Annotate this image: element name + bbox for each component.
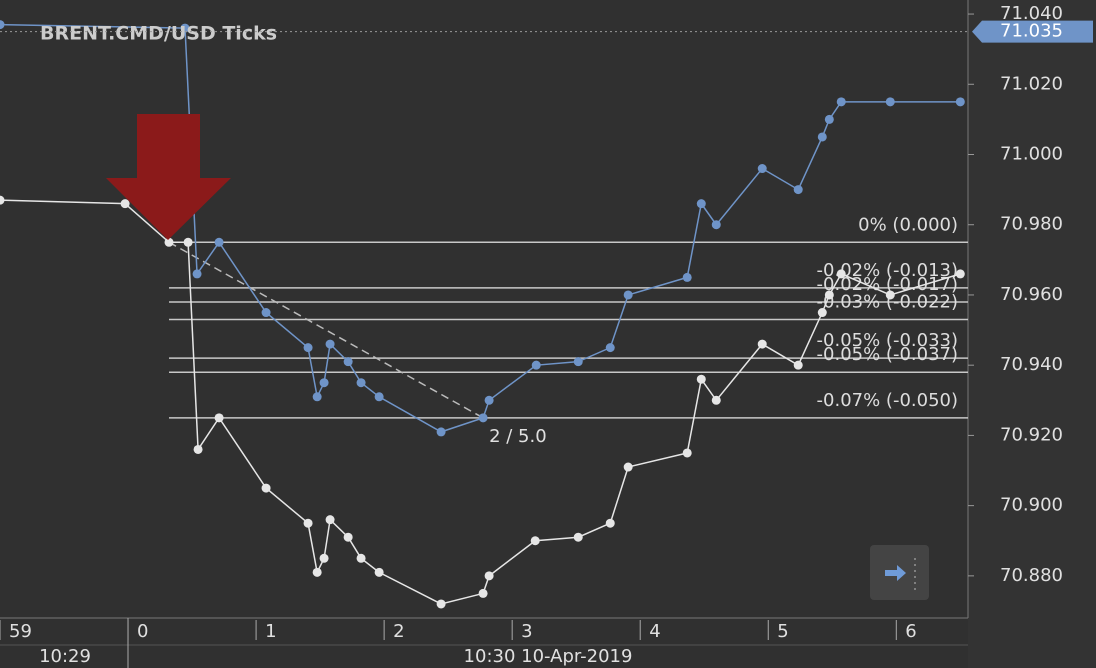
y-tick-label: 70.980 <box>1000 214 1063 235</box>
tick-point <box>325 339 335 349</box>
y-tick-label: 71.020 <box>1000 73 1063 94</box>
tick-point <box>343 357 353 367</box>
tick-point <box>824 114 834 124</box>
tick-point <box>0 20 5 30</box>
x-tick-label: 59 <box>9 621 32 642</box>
tick-point <box>319 378 329 388</box>
tick-point <box>605 518 615 528</box>
tick-point <box>193 444 203 454</box>
fib-label: -0.05% (-0.033) <box>817 330 958 351</box>
tick-point <box>214 237 224 247</box>
time-label: 10:30 10-Apr-2019 <box>464 646 633 667</box>
tick-point <box>531 360 541 370</box>
tick-point <box>711 220 721 230</box>
tick-point <box>319 553 329 563</box>
fib-label: -0.03% (-0.022) <box>817 292 958 313</box>
tick-point <box>356 378 366 388</box>
y-tick-label: 71.000 <box>1000 144 1063 165</box>
tick-point <box>623 290 633 300</box>
tick-point <box>478 588 488 598</box>
y-tick-label: 70.920 <box>1000 424 1063 445</box>
tick-point <box>484 571 494 581</box>
y-tick-label: 70.960 <box>1000 284 1063 305</box>
tick-point <box>573 532 583 542</box>
x-tick-label: 5 <box>777 621 788 642</box>
tick-point <box>192 269 202 279</box>
tick-point <box>374 567 384 577</box>
chart-title: BRENT.CMD/USD Ticks <box>40 23 277 45</box>
x-tick-label: 1 <box>265 621 276 642</box>
tick-point <box>303 518 313 528</box>
tick-point <box>711 395 721 405</box>
tick-point <box>374 392 384 402</box>
tick-point <box>303 343 313 353</box>
price-tag <box>972 20 1093 43</box>
tick-point <box>817 308 827 318</box>
tick-point <box>793 185 803 195</box>
tick-point <box>682 272 692 282</box>
tick-point <box>836 269 846 279</box>
tick-point <box>325 515 335 525</box>
trend-line <box>168 241 484 419</box>
tick-point <box>793 360 803 370</box>
tick-point <box>356 553 366 563</box>
tick-point <box>0 195 5 205</box>
tick-point <box>120 199 130 209</box>
tick-point <box>817 132 827 142</box>
arrow-right-icon <box>885 565 906 581</box>
x-tick-label: 2 <box>393 621 404 642</box>
tick-point <box>436 599 446 609</box>
y-tick-label: 70.900 <box>1000 495 1063 516</box>
x-tick-label: 4 <box>649 621 660 642</box>
tick-point <box>885 97 895 107</box>
tick-point <box>214 413 224 423</box>
tick-point <box>824 290 834 300</box>
x-tick-label: 3 <box>521 621 532 642</box>
tick-point <box>343 532 353 542</box>
x-tick-label: 0 <box>137 621 148 642</box>
tick-point <box>183 237 193 247</box>
tick-point <box>180 23 190 33</box>
tick-point <box>573 357 583 367</box>
tick-point <box>696 374 706 384</box>
tick-point <box>436 427 446 437</box>
fib-label: -0.05% (-0.037) <box>817 344 958 365</box>
tick-point <box>484 395 494 405</box>
tick-point <box>682 448 692 458</box>
tick-point <box>623 462 633 472</box>
tick-point <box>885 290 895 300</box>
fib-label: -0.07% (-0.050) <box>817 390 958 411</box>
y-tick-label: 71.040 <box>1000 3 1063 24</box>
price-tag-label: 71.035 <box>1000 21 1063 42</box>
tick-point <box>955 97 965 107</box>
x-tick-label: 6 <box>905 621 916 642</box>
tick-point <box>836 97 846 107</box>
trend-label: 2 / 5.0 <box>489 426 547 447</box>
plot: 0% (0.000)-0.02% (-0.013)-0.02% (-0.017)… <box>0 20 968 609</box>
fib-label: -0.02% (-0.013) <box>817 260 958 281</box>
arrow-icon <box>106 114 231 240</box>
time-label: 10:29 <box>39 646 91 667</box>
fib-label: 0% (0.000) <box>858 214 958 235</box>
tick-point <box>955 269 965 279</box>
tick-point <box>530 536 540 546</box>
tick-point <box>757 164 767 174</box>
y-tick-label: 70.940 <box>1000 354 1063 375</box>
tick-point <box>605 343 615 353</box>
price-axis-bg <box>968 0 1096 668</box>
tick-point <box>312 567 322 577</box>
tick-point <box>164 237 174 247</box>
tick-point <box>696 199 706 209</box>
tick-point <box>478 413 488 423</box>
tick-point <box>261 483 271 493</box>
y-tick-label: 70.880 <box>1000 565 1063 586</box>
tick-point <box>757 339 767 349</box>
tick-point <box>312 392 322 402</box>
tick-point <box>261 308 271 318</box>
